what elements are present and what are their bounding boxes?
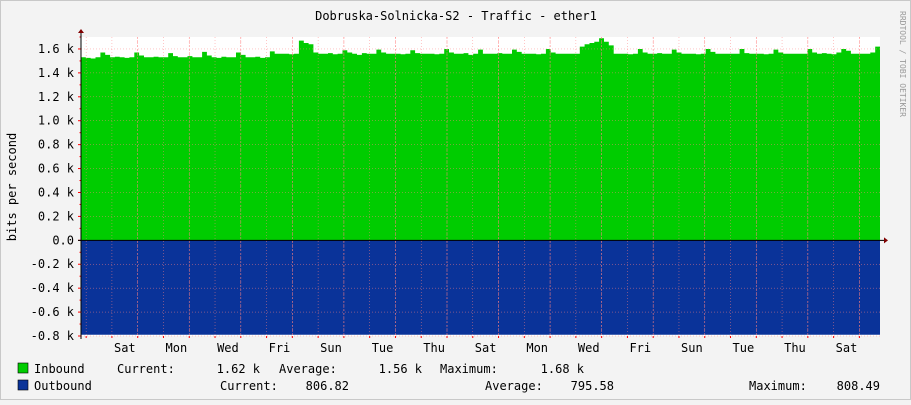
x-tick-label: Sat bbox=[114, 341, 136, 355]
y-tick-label: 0.6 k bbox=[38, 162, 75, 176]
legend-swatch-outbound bbox=[17, 379, 29, 391]
legend-inbound-maximum-label: Maximum: bbox=[440, 362, 498, 376]
legend-outbound-average: 795.58 bbox=[571, 379, 614, 393]
series-outbound-area bbox=[81, 240, 880, 335]
x-tick-label: Sun bbox=[320, 341, 342, 355]
x-tick-label: Mon bbox=[526, 341, 548, 355]
y-tick-label: 0.0 bbox=[52, 233, 74, 247]
legend-outbound-current: 806.82 bbox=[306, 379, 349, 393]
y-axis-arrow bbox=[78, 29, 84, 33]
series-inbound-area bbox=[81, 38, 880, 241]
x-axis-arrow bbox=[884, 237, 888, 244]
legend-inbound-maximum: 1.68 k bbox=[541, 362, 585, 376]
y-tick-label: 1.6 k bbox=[38, 42, 75, 56]
watermark: RRDTOOL / TOBI OETIKER bbox=[898, 11, 907, 117]
y-tick-label: 1.4 k bbox=[38, 66, 75, 80]
x-tick-label: Sat bbox=[836, 341, 858, 355]
x-tick-label: Tue bbox=[372, 341, 394, 355]
legend-outbound-maximum: 808.49 bbox=[837, 379, 880, 393]
legend-outbound-current-label: Current: bbox=[220, 379, 278, 393]
legend-outbound-name: Outbound bbox=[34, 379, 92, 393]
legend-outbound-maximum-label: Maximum: bbox=[749, 379, 807, 393]
y-tick-label: -0.8 k bbox=[31, 329, 75, 343]
y-tick-label: 0.2 k bbox=[38, 209, 75, 223]
legend-inbound-current-label: Current: bbox=[117, 362, 175, 376]
x-tick-label: Wed bbox=[217, 341, 239, 355]
legend-swatch-inbound bbox=[17, 362, 29, 374]
x-tick-label: Fri bbox=[269, 341, 291, 355]
series-layer bbox=[81, 38, 880, 335]
grid-layer bbox=[78, 36, 880, 338]
y-tick-label: -0.4 k bbox=[31, 281, 75, 295]
x-tick-label: Wed bbox=[578, 341, 600, 355]
x-tick-label: Tue bbox=[733, 341, 755, 355]
x-tick-label: Thu bbox=[423, 341, 445, 355]
y-tick-label: 0.4 k bbox=[38, 185, 75, 199]
y-tick-label: -0.6 k bbox=[31, 305, 75, 319]
x-tick-label: Fri bbox=[629, 341, 651, 355]
y-tick-labels: 1.6 k 1.4 k 1.2 k 1.0 k 0.8 k 0.6 k 0.4 k 0.2 k… bbox=[31, 42, 75, 343]
y-tick-label: 1.2 k bbox=[38, 90, 75, 104]
y-tick-label: -0.2 k bbox=[31, 257, 75, 271]
legend-outbound-average-label: Average: bbox=[485, 379, 543, 393]
legend-inbound: Inbound Current: 1.62 k Average: 1.56 k … bbox=[17, 362, 585, 376]
y-tick-label: 0.8 k bbox=[38, 138, 75, 152]
legend-outbound: Outbound Current: 806.82 Average: 795.58… bbox=[17, 379, 880, 393]
x-tick-label: Mon bbox=[166, 341, 188, 355]
legend: Inbound Current: 1.62 k Average: 1.56 k … bbox=[17, 362, 880, 393]
x-tick-labels: Sat Mon Wed Fri Sun Tue Thu Sat Mon Wed Fri Sun Tue T… bbox=[114, 341, 857, 355]
x-tick-label: Sun bbox=[681, 341, 703, 355]
x-tick-label: Thu bbox=[784, 341, 806, 355]
legend-inbound-name: Inbound bbox=[34, 362, 85, 376]
x-tick-label: Sat bbox=[475, 341, 497, 355]
legend-inbound-average: 1.56 k bbox=[379, 362, 423, 376]
legend-inbound-average-label: Average: bbox=[279, 362, 337, 376]
y-axis-label: bits per second bbox=[5, 133, 19, 241]
legend-inbound-current: 1.62 k bbox=[217, 362, 261, 376]
axes-layer bbox=[78, 29, 888, 339]
chart-title: Dobruska-Solnicka-S2 - Traffic - ether1 bbox=[315, 9, 597, 23]
y-tick-label: 1.0 k bbox=[38, 114, 75, 128]
